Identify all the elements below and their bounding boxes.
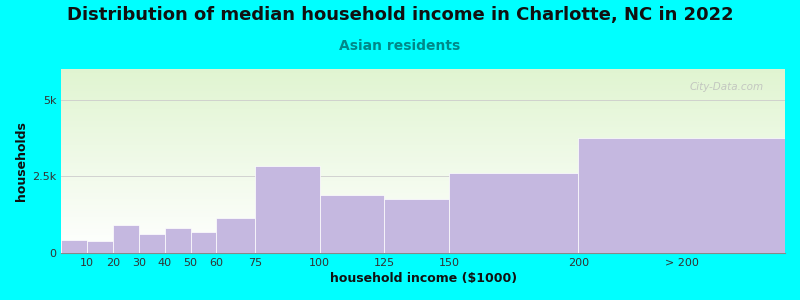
Bar [87, 241, 113, 253]
Bar [255, 166, 320, 253]
Bar [384, 199, 449, 253]
Bar [216, 218, 255, 253]
X-axis label: household income ($1000): household income ($1000) [330, 272, 517, 285]
Bar [139, 234, 165, 253]
Y-axis label: households: households [15, 121, 28, 201]
Bar [320, 195, 384, 253]
Bar [449, 173, 578, 253]
Bar [62, 240, 87, 253]
Bar [113, 225, 139, 253]
Text: Asian residents: Asian residents [339, 39, 461, 53]
Bar [578, 138, 785, 253]
Text: Distribution of median household income in Charlotte, NC in 2022: Distribution of median household income … [66, 6, 734, 24]
Text: City-Data.com: City-Data.com [689, 82, 763, 92]
Bar [190, 232, 216, 253]
Bar [165, 228, 190, 253]
